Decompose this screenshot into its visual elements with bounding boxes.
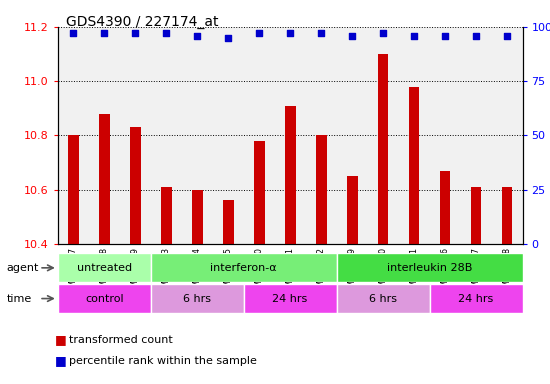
- Bar: [337, 284, 430, 313]
- Bar: [306, 27, 337, 244]
- Bar: [151, 284, 244, 313]
- Bar: [58, 284, 151, 313]
- Bar: [254, 141, 265, 244]
- Bar: [460, 27, 492, 244]
- Bar: [492, 27, 522, 244]
- Bar: [430, 27, 460, 244]
- Text: untreated: untreated: [76, 263, 132, 273]
- Bar: [120, 27, 151, 244]
- Text: 6 hrs: 6 hrs: [369, 293, 397, 304]
- Point: [472, 33, 481, 39]
- Text: transformed count: transformed count: [69, 335, 173, 345]
- Bar: [337, 27, 367, 244]
- Bar: [399, 27, 430, 244]
- Point: [224, 35, 233, 41]
- Bar: [99, 114, 109, 244]
- Bar: [471, 187, 481, 244]
- Point: [100, 30, 109, 36]
- Bar: [378, 54, 388, 244]
- Bar: [430, 284, 522, 313]
- Text: interleukin 28B: interleukin 28B: [387, 263, 472, 273]
- Text: percentile rank within the sample: percentile rank within the sample: [69, 356, 257, 366]
- Point: [348, 33, 356, 39]
- Bar: [439, 170, 450, 244]
- Bar: [58, 253, 151, 282]
- Text: 24 hrs: 24 hrs: [272, 293, 308, 304]
- Bar: [367, 27, 399, 244]
- Point: [69, 30, 78, 36]
- Point: [131, 30, 140, 36]
- Bar: [89, 27, 120, 244]
- Bar: [68, 136, 79, 244]
- Point: [410, 33, 419, 39]
- Point: [162, 30, 170, 36]
- Point: [379, 30, 388, 36]
- Bar: [285, 106, 295, 244]
- Bar: [337, 253, 522, 282]
- Bar: [130, 127, 141, 244]
- Text: 24 hrs: 24 hrs: [458, 293, 494, 304]
- Text: time: time: [7, 294, 32, 304]
- Bar: [151, 27, 182, 244]
- Text: ■: ■: [55, 333, 71, 346]
- Point: [317, 30, 326, 36]
- Bar: [223, 200, 234, 244]
- Point: [503, 33, 512, 39]
- Text: interferon-α: interferon-α: [210, 263, 277, 273]
- Point: [441, 33, 449, 39]
- Text: agent: agent: [7, 263, 39, 273]
- Point: [255, 30, 263, 36]
- Bar: [58, 27, 89, 244]
- Point: [193, 33, 202, 39]
- Bar: [161, 187, 172, 244]
- Bar: [409, 86, 420, 244]
- Text: ■: ■: [55, 354, 71, 367]
- Bar: [274, 27, 306, 244]
- Text: control: control: [85, 293, 124, 304]
- Bar: [182, 27, 213, 244]
- Bar: [151, 253, 337, 282]
- Bar: [244, 27, 274, 244]
- Bar: [244, 284, 337, 313]
- Text: GDS4390 / 227174_at: GDS4390 / 227174_at: [66, 15, 218, 29]
- Bar: [213, 27, 244, 244]
- Text: 6 hrs: 6 hrs: [183, 293, 211, 304]
- Bar: [192, 190, 202, 244]
- Point: [286, 30, 295, 36]
- Bar: [502, 187, 513, 244]
- Bar: [316, 136, 327, 244]
- Bar: [346, 176, 358, 244]
